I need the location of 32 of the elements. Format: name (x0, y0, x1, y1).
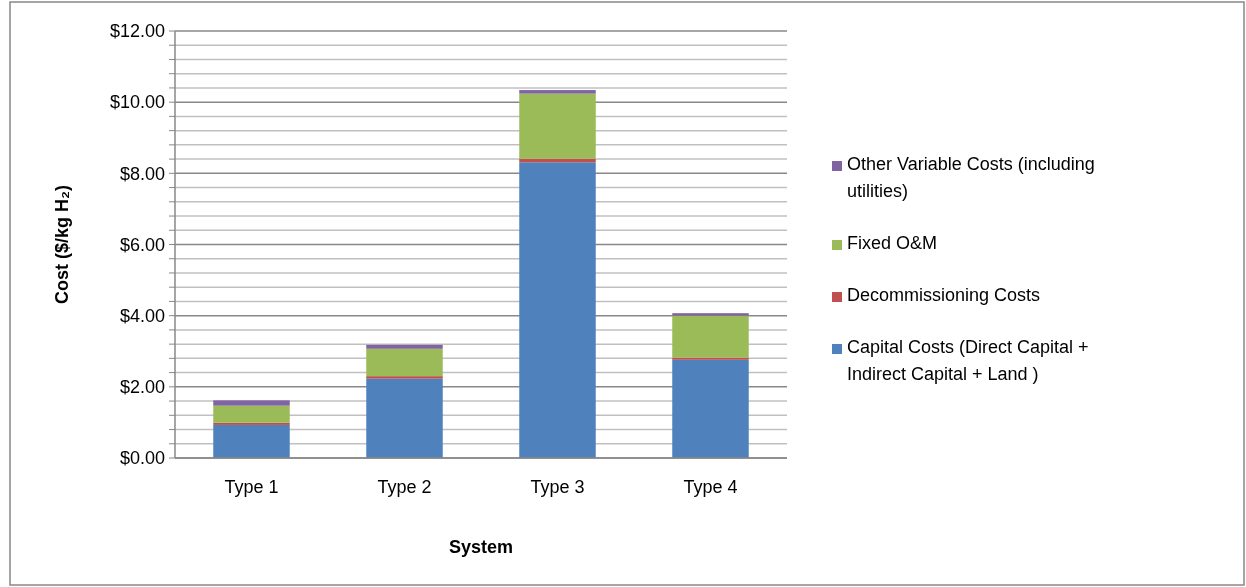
y-tick-label: $2.00 (119, 377, 165, 398)
legend-label: Decommissioning Costs (847, 285, 1041, 305)
y-tick-label: $4.00 (119, 305, 165, 326)
legend-label: Capital Costs (Direct Capital + Indirect Capital + Land ) (847, 337, 1089, 384)
bar (672, 359, 749, 458)
bar (213, 405, 290, 423)
bar (213, 422, 290, 425)
bar (366, 376, 443, 379)
bar (519, 90, 596, 94)
x-tick-label: Type 4 (683, 477, 738, 497)
y-axis-title: Cost ($/kg H₂) (52, 184, 72, 305)
bar (672, 315, 749, 358)
y-tick-label: $0.00 (119, 448, 165, 469)
legend-label: Fixed O&M (847, 233, 938, 253)
legend-label: Other Variable Costs (including utilities) (847, 154, 1095, 201)
bar (213, 400, 290, 406)
y-tick-label: $10.00 (109, 92, 165, 113)
y-tick-label: $8.00 (119, 163, 165, 184)
bar (672, 313, 749, 316)
bar (519, 162, 596, 458)
bar (672, 357, 749, 360)
bar (213, 424, 290, 458)
bar (366, 344, 443, 349)
x-tick-label: Type 3 (530, 477, 585, 497)
x-axis-title: System (448, 537, 514, 557)
bar (366, 378, 443, 458)
bar (519, 93, 596, 159)
x-tick-label: Type 1 (224, 477, 279, 497)
x-tick-label: Type 2 (377, 477, 432, 497)
bar (366, 348, 443, 377)
y-tick-label: $6.00 (119, 234, 165, 255)
y-tick-label: $12.00 (109, 21, 165, 42)
